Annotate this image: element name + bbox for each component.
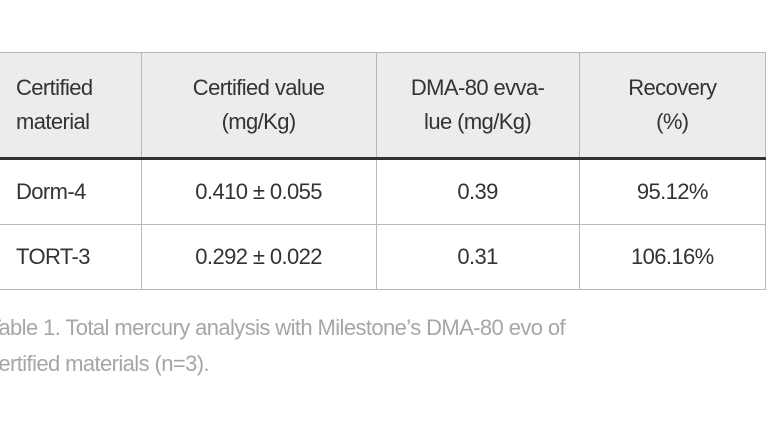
table-cell: 0.31 — [375, 224, 580, 290]
cell-text: 0.410 ± 0.055 — [195, 179, 322, 204]
header-cell: Certified value (mg/Kg) — [140, 52, 377, 160]
header-text: DMA-80 evva- — [410, 75, 545, 100]
data-table: Certified material Certified value (mg/Kg) D… — [0, 52, 767, 290]
table-row: TORT-3 0.292 ± 0.022 0.31 106.16% — [0, 224, 767, 290]
header-text: Recovery — [628, 75, 717, 100]
header-text: (mg/Kg) — [221, 109, 297, 134]
table-cell: 0.39 — [375, 158, 580, 225]
table-cell: TORT-3 — [0, 224, 142, 290]
header-cell: Certified material — [0, 52, 142, 160]
header-row: Certified material Certified value (mg/Kg) D… — [0, 52, 767, 160]
cell-text: TORT-3 — [16, 244, 90, 269]
table-cell: 0.410 ± 0.055 — [140, 158, 377, 225]
cell-text: 0.31 — [457, 244, 498, 269]
header-cell: DMA-80 evva-lue (mg/Kg) — [375, 52, 580, 160]
table-cell: 0.292 ± 0.022 — [140, 224, 377, 290]
header-text: lue (mg/Kg) — [424, 109, 532, 134]
cell-text: 106.16% — [630, 244, 714, 269]
caption-line: certified materials (n=3). — [0, 351, 210, 376]
cell-text: Dorm-4 — [16, 179, 86, 204]
header-text: Certified value — [192, 75, 325, 100]
header-cell: Recovery (%) — [578, 52, 767, 160]
cell-text: 0.292 ± 0.022 — [195, 244, 322, 269]
header-text: material — [16, 109, 90, 134]
caption: Table 1. Total mercury analysis with Mil… — [0, 310, 566, 382]
cell-text: 95.12% — [636, 179, 709, 204]
cell-text: 0.39 — [457, 179, 498, 204]
header-text: Certified — [16, 75, 93, 100]
header-text: (%) — [656, 109, 689, 134]
table-cell: 106.16% — [578, 224, 767, 290]
caption-line: Table 1. Total mercury analysis with Mil… — [0, 315, 566, 340]
table-row: Dorm-4 0.410 ± 0.055 0.39 95.12% — [0, 158, 767, 225]
table-cell: 95.12% — [578, 158, 767, 225]
table-cell: Dorm-4 — [0, 158, 142, 225]
